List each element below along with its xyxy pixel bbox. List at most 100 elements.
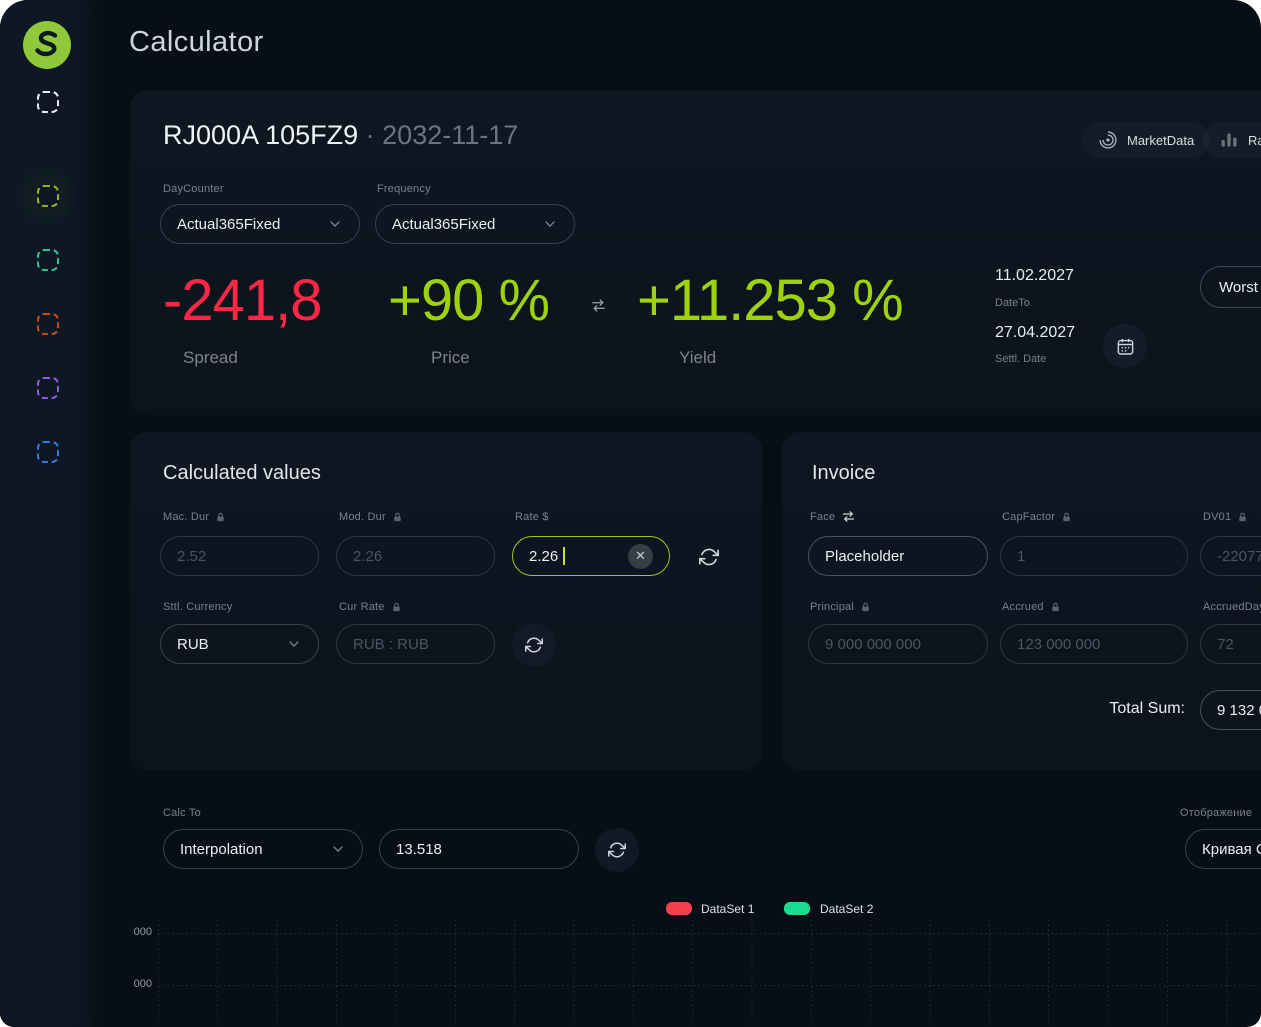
sttl-currency-select[interactable]: RUB	[160, 624, 319, 664]
chevron-down-icon	[545, 221, 555, 227]
page-title: Calculator	[129, 26, 264, 58]
price-yield-swap-icon[interactable]	[586, 293, 610, 317]
swap-icon[interactable]	[841, 509, 856, 524]
sidebar	[0, 0, 97, 1027]
refresh-icon	[525, 637, 543, 653]
sidebar-item-2[interactable]	[37, 185, 59, 207]
price-value: +90 %	[388, 268, 550, 333]
settl-date-label: Settl. Date	[995, 353, 1047, 365]
lock-icon	[1052, 602, 1059, 611]
market-data-button[interactable]: MarketData	[1082, 122, 1211, 158]
calculated-values-card	[130, 432, 762, 770]
date-to-value: 11.02.2027	[995, 267, 1074, 284]
sidebar-item-6[interactable]	[37, 441, 59, 463]
mac-dur-label: Mac. Dur	[163, 511, 226, 523]
app-logo[interactable]	[23, 21, 71, 69]
display-mode-label: Отображение	[1180, 807, 1253, 819]
legend-swatch-dataset2[interactable]	[784, 902, 810, 915]
capfactor-input: 1	[1000, 536, 1188, 576]
daycounter-select[interactable]: Actual365Fixed	[160, 204, 360, 244]
settl-date-value: 27.04.2027	[995, 324, 1076, 341]
dv01-label: DV01	[1203, 511, 1248, 523]
clear-input-button[interactable]: ✕	[628, 543, 653, 569]
legend-label-dataset2[interactable]: DataSet 2	[820, 902, 874, 916]
sttl-currency-value: RUB	[177, 635, 209, 653]
sttl-currency-label: Sttl. Currency	[163, 601, 233, 613]
yield-label: Yield	[679, 348, 717, 367]
cur-rate-refresh-button[interactable]	[512, 623, 556, 667]
instrument-card	[130, 90, 1261, 415]
y-axis-tick-1: 000	[133, 926, 152, 938]
instrument-maturity-date: 2032-11-17	[382, 120, 519, 150]
lock-icon	[217, 512, 224, 521]
bar-chart-icon	[1221, 133, 1237, 147]
total-sum-label: Total Sum:	[1109, 700, 1185, 717]
invoice-card	[782, 432, 1261, 770]
capfactor-label: CapFactor	[1002, 511, 1072, 523]
curve-refresh-button[interactable]	[595, 828, 639, 872]
calc-to-label: Calc To	[163, 807, 201, 819]
face-input[interactable]: Placeholder	[808, 536, 988, 576]
refresh-icon	[608, 842, 626, 858]
rates-button[interactable]: Rates	[1203, 122, 1261, 158]
daycounter-value: Actual365Fixed	[177, 215, 281, 233]
curve-rate-input[interactable]: 13.518	[379, 829, 579, 869]
market-data-label: MarketData	[1127, 132, 1195, 148]
sidebar-item-5[interactable]	[37, 377, 59, 399]
legend-swatch-dataset1[interactable]	[666, 902, 692, 915]
principal-label: Principal	[810, 601, 871, 613]
title-separator: ·	[365, 120, 375, 150]
sidebar-item-4[interactable]	[37, 313, 59, 335]
sidebar-item-3[interactable]	[37, 249, 59, 271]
instrument-name: RJ000A 105FZ9	[163, 120, 359, 150]
instrument-title: RJ000A 105FZ9 · 2032-11-17	[163, 120, 518, 151]
market-data-icon	[1099, 131, 1117, 149]
legend-label-dataset1[interactable]: DataSet 1	[701, 902, 755, 916]
rate-input[interactable]: 2.26 ✕	[512, 536, 670, 576]
logo-s-icon	[35, 30, 58, 57]
yield-value: +11.253 %	[637, 268, 904, 333]
spread-value: -241,8	[163, 268, 322, 333]
total-sum-value: 9 132 0	[1200, 690, 1261, 730]
y-axis-tick-2: 000	[133, 978, 152, 990]
refresh-icon	[699, 548, 719, 566]
accrued-days-input: 72	[1200, 624, 1261, 664]
daycounter-label: DayCounter	[163, 183, 224, 195]
chevron-down-icon	[333, 846, 343, 852]
worst-button[interactable]: Worst	[1200, 266, 1261, 308]
accrued-days-label: AccruedDays	[1203, 601, 1261, 613]
lock-icon	[392, 602, 400, 611]
calendar-button[interactable]	[1103, 324, 1147, 368]
principal-input: 9 000 000 000	[808, 624, 988, 664]
calc-to-value: Interpolation	[180, 840, 263, 858]
dv01-input: -22077	[1200, 536, 1261, 576]
mod-dur-label: Mod. Dur	[339, 511, 403, 523]
lock-icon	[1239, 512, 1247, 521]
rates-label: Rates	[1248, 132, 1261, 148]
calc-to-select[interactable]: Interpolation	[163, 829, 363, 869]
worst-label: Worst	[1219, 278, 1258, 296]
cur-rate-input: RUB : RUB	[336, 624, 495, 664]
rate-refresh-button[interactable]	[696, 544, 722, 570]
sidebar-item-1[interactable]	[37, 91, 59, 113]
calculated-values-title: Calculated values	[163, 462, 321, 484]
frequency-value: Actual365Fixed	[392, 215, 496, 233]
calendar-icon	[1117, 338, 1133, 355]
rate-label: Rate $	[515, 511, 549, 523]
display-mode-select[interactable]: Кривая С	[1185, 829, 1261, 869]
lock-icon	[394, 512, 401, 521]
frequency-label: Frequency	[377, 183, 431, 195]
date-to-label: DateTo	[995, 297, 1030, 309]
text-cursor	[563, 547, 565, 565]
frequency-select[interactable]: Actual365Fixed	[375, 204, 575, 244]
accrued-input: 123 000 000	[1000, 624, 1188, 664]
chevron-down-icon	[289, 641, 299, 647]
price-label: Price	[431, 348, 470, 367]
accrued-label: Accrued	[1002, 601, 1061, 613]
cur-rate-label: Cur Rate	[339, 601, 402, 613]
spread-label: Spread	[183, 348, 238, 367]
lock-icon	[1063, 512, 1070, 521]
rate-value: 2.26	[529, 547, 559, 565]
lock-icon	[862, 602, 869, 611]
